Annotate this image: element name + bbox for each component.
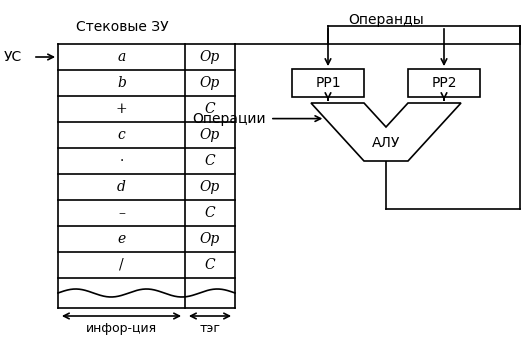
Text: Op: Op (200, 50, 220, 64)
Text: УС: УС (4, 50, 22, 64)
Text: C: C (205, 206, 215, 220)
Text: Op: Op (200, 180, 220, 194)
Text: ·: · (119, 154, 123, 168)
Text: Op: Op (200, 76, 220, 90)
Text: Op: Op (200, 128, 220, 142)
Text: Стековые ЗУ: Стековые ЗУ (76, 20, 169, 34)
Text: Операнды: Операнды (348, 13, 424, 27)
Text: –: – (118, 206, 125, 220)
Text: АЛУ: АЛУ (372, 136, 400, 150)
Text: тэг: тэг (199, 322, 220, 335)
Bar (408, 69, 480, 97)
Text: d: d (117, 180, 126, 194)
Text: Op: Op (200, 232, 220, 246)
Text: РР2: РР2 (431, 76, 457, 90)
Bar (292, 69, 364, 97)
Text: C: C (205, 154, 215, 168)
Text: Операции: Операции (192, 112, 266, 126)
Text: инфор-ция: инфор-ция (86, 322, 157, 335)
Text: c: c (118, 128, 126, 142)
Polygon shape (311, 103, 461, 161)
Text: e: e (117, 232, 126, 246)
Text: C: C (205, 102, 215, 116)
Text: C: C (205, 258, 215, 272)
Text: РР1: РР1 (315, 76, 341, 90)
Text: b: b (117, 76, 126, 90)
Text: +: + (116, 102, 127, 116)
Text: /: / (119, 258, 124, 272)
Text: a: a (117, 50, 126, 64)
